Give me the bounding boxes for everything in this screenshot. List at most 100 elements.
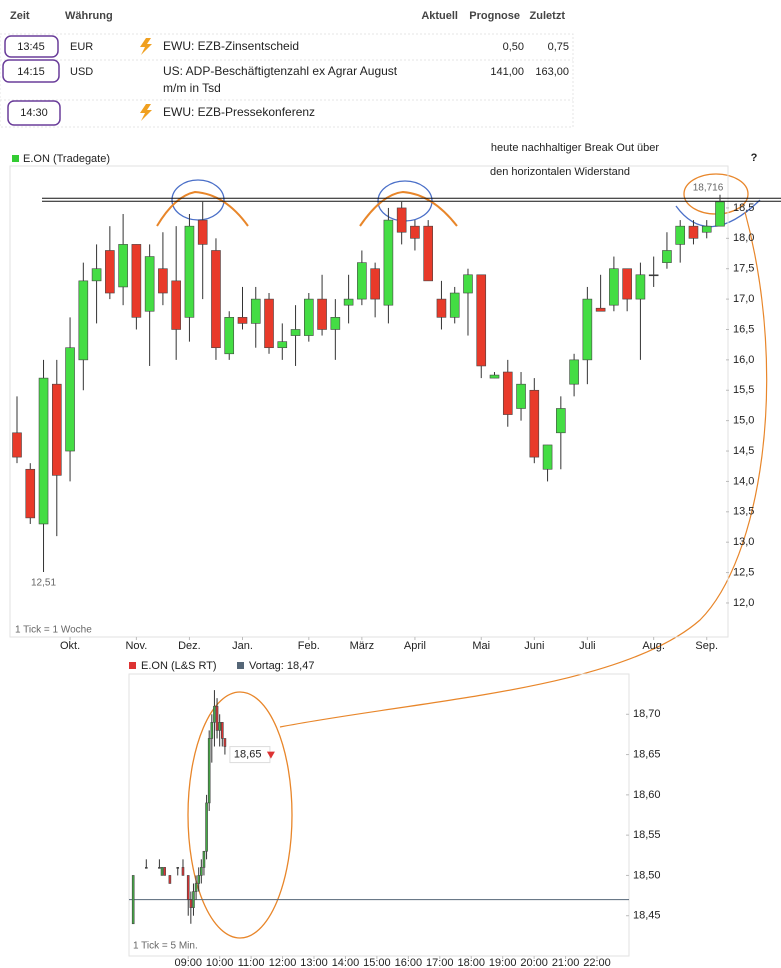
candle-body [91, 268, 102, 282]
plot-frame [128, 673, 630, 957]
candle-body [215, 705, 219, 731]
legend-label: E.ON (Tradegate) [23, 153, 110, 165]
candle-body [200, 867, 203, 876]
candle-body [223, 738, 227, 747]
table-header: Zuletzt [530, 10, 566, 22]
y-tick-label: 18,70 [633, 708, 661, 720]
x-tick-label: Juli [579, 640, 596, 652]
x-tick-label: 13:00 [300, 957, 328, 968]
time-highlight [2, 59, 60, 83]
x-tick-label: März [350, 640, 374, 652]
candle-body [635, 274, 646, 300]
previous: 163,00 [535, 66, 569, 78]
legend-swatch [129, 662, 136, 669]
candle-body [160, 867, 164, 876]
candle-body [158, 867, 161, 869]
candle-body [171, 280, 181, 330]
annotation-mark: ? [751, 152, 758, 164]
y-tick-label: 18,50 [633, 869, 661, 881]
x-tick-label: 18:00 [457, 957, 485, 968]
candle-body [609, 268, 619, 306]
candle-body [181, 867, 185, 876]
x-tick-label: 09:00 [174, 957, 202, 968]
candle-body [192, 891, 195, 908]
annotation: heute nachhaltiger Break Out über [491, 142, 660, 154]
candle-body [489, 374, 500, 379]
candle-body [330, 317, 341, 330]
candle-body [343, 298, 354, 306]
table-header: Prognose [469, 10, 520, 22]
y-tick-label: 17,0 [733, 293, 754, 305]
candle-body [622, 268, 632, 300]
x-tick-label: Sep. [695, 640, 718, 652]
event-time: 14:15 [17, 66, 45, 78]
y-tick-label: 18,45 [633, 910, 661, 922]
legend-swatch [237, 662, 244, 669]
x-tick-label: 10:00 [206, 957, 234, 968]
x-tick-label: April [404, 640, 426, 652]
event-name: EWU: EZB-Pressekonferenz [163, 105, 316, 119]
candle-body [218, 722, 221, 731]
candle-body [51, 383, 62, 476]
y-tick-label: 18,0 [733, 232, 754, 244]
event-cell: EWU: EZB-Pressekonferenz [163, 105, 316, 119]
candle-body [290, 329, 301, 336]
y-tick-label: 17,5 [733, 263, 754, 275]
candle-body [205, 802, 208, 852]
candle-body [207, 738, 211, 804]
candle-body [38, 377, 49, 525]
candle-body [423, 225, 433, 282]
y-tick-label: 15,0 [733, 415, 754, 427]
candle-body [410, 225, 420, 239]
candle-body [317, 298, 327, 330]
event-name: US: ADP-Beschäftigtenzahl ex Agrar Augus… [163, 64, 398, 95]
candle-body [569, 359, 579, 385]
candle-body [189, 899, 193, 908]
candle-body [220, 722, 224, 739]
candle-body [186, 875, 190, 900]
x-tick-label: Nov. [125, 640, 147, 652]
candle-body [688, 225, 699, 239]
candle-body [78, 280, 89, 361]
table-header: Aktuell [421, 10, 458, 22]
x-tick-label: 11:00 [238, 957, 265, 968]
last-value-label: 18,65 [234, 748, 262, 760]
legend-label: E.ON (L&S RT) [141, 660, 217, 672]
candle-body [224, 317, 235, 355]
candle-body [144, 256, 155, 312]
candle-body [105, 250, 115, 294]
candle-body [211, 250, 221, 349]
candle-body [396, 207, 407, 233]
candle-body [197, 219, 208, 245]
candle-body [176, 867, 180, 869]
forecast: 0,50 [503, 41, 524, 53]
x-tick-label: Okt. [60, 640, 80, 652]
highlight-ellipse [187, 691, 293, 939]
candle-body [163, 867, 166, 876]
y-tick-label: 15,5 [733, 384, 754, 396]
candle-body [197, 875, 201, 884]
candle-body [463, 274, 473, 294]
y-tick-label: 18,65 [633, 748, 661, 760]
candle-body [250, 298, 261, 324]
x-tick-label: Dez. [178, 640, 201, 652]
x-tick-label: 21:00 [552, 957, 580, 968]
candle-body [213, 705, 216, 723]
candle-body [370, 268, 380, 300]
candle-body [476, 274, 487, 367]
candle-body [357, 262, 367, 300]
candle-body [131, 875, 135, 925]
currency: EUR [70, 41, 93, 53]
legend-label: Vortag: 18,47 [249, 660, 314, 672]
y-tick-label: 12,0 [733, 597, 754, 609]
annotation: den horizontalen Widerstand [490, 166, 630, 178]
note: 1 Tick = 1 Woche [15, 625, 92, 636]
note: 1 Tick = 5 Min. [133, 941, 198, 952]
y-tick-label: 13,5 [733, 506, 754, 518]
x-tick-label: 17:00 [426, 957, 454, 968]
candle-body [502, 371, 513, 415]
x-tick-label: Aug. [642, 640, 665, 652]
connector [279, 211, 768, 728]
y-tick-label: 16,0 [733, 354, 754, 366]
